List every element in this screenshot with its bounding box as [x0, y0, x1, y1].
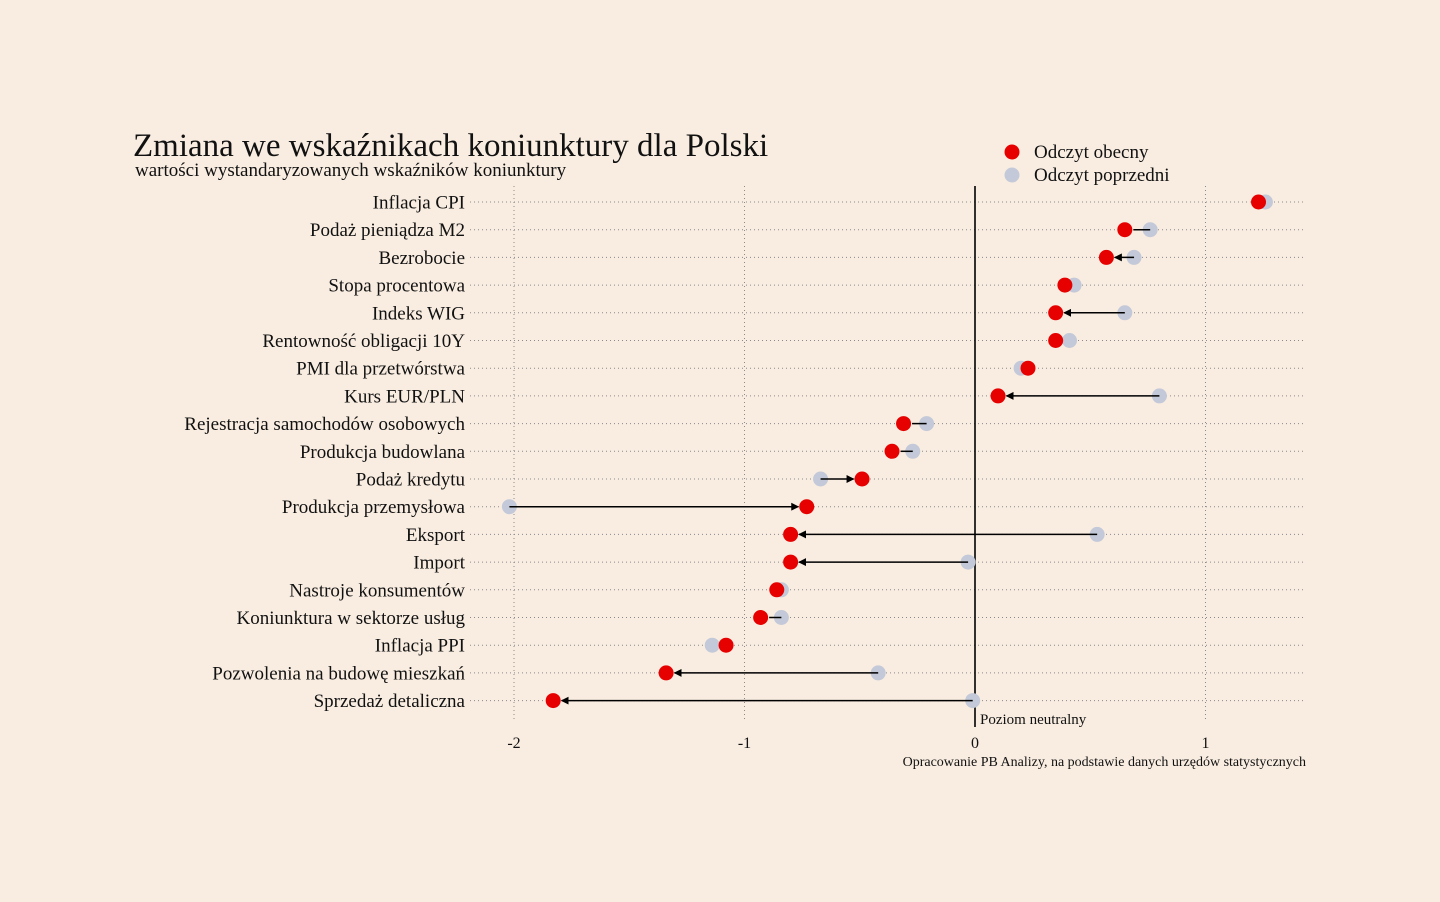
category-label: Produkcja przemysłowa	[282, 497, 466, 518]
category-labels: Inflacja CPI Podaż pieniądza M2 Bezrobocie…	[184, 193, 465, 713]
category-label: Inflacja PPI	[375, 636, 465, 657]
previous-dot	[704, 637, 720, 653]
current-dot	[1020, 360, 1036, 376]
category-label: Pozwolenia na budowę mieszkań	[212, 663, 465, 684]
data-row	[884, 443, 921, 459]
current-dot	[658, 665, 674, 681]
category-label: Nastroje konsumentów	[289, 580, 465, 601]
source-note: Opracowanie PB Analizy, na podstawie dan…	[903, 755, 1306, 770]
data-row	[545, 693, 981, 709]
data-row	[1251, 194, 1273, 210]
current-dot	[783, 526, 799, 542]
current-dot	[1048, 305, 1064, 321]
current-dot	[1251, 194, 1267, 210]
marks-layer	[501, 194, 1273, 709]
chart-subtitle: wartości wystandaryzowanych wskaźników k…	[135, 160, 567, 181]
data-row	[813, 471, 870, 487]
data-row	[1048, 333, 1078, 348]
previous-dot	[1062, 333, 1078, 348]
category-label: Podaż pieniądza M2	[310, 220, 465, 241]
data-row	[1117, 222, 1158, 238]
current-dot	[1098, 249, 1114, 265]
legend-previous-marker	[1004, 167, 1020, 183]
category-label: Import	[413, 553, 465, 574]
data-row	[1057, 277, 1082, 293]
legend-previous-label: Odczyt poprzedni	[1034, 165, 1170, 186]
current-dot	[718, 637, 734, 653]
category-label: Rejestracja samochodów osobowych	[184, 414, 465, 435]
x-tick-label: -1	[738, 735, 751, 752]
data-row	[769, 582, 789, 598]
neutral-level-label: Poziom neutralny	[980, 712, 1087, 728]
legend-current-label: Odczyt obecny	[1034, 142, 1149, 163]
data-row	[658, 665, 886, 681]
data-row	[896, 416, 935, 432]
category-label: Bezrobocie	[378, 248, 465, 269]
current-dot	[769, 582, 785, 598]
legend: Odczyt obecny Odczyt poprzedni	[1004, 142, 1170, 186]
category-label: Koniunktura w sektorze usług	[237, 608, 466, 629]
x-tick-label: 0	[971, 735, 979, 752]
x-axis-ticks: -2 -1 0 1	[507, 735, 1209, 752]
data-row	[783, 526, 1105, 542]
x-tick-label: 1	[1202, 735, 1210, 752]
current-dot	[896, 416, 912, 432]
current-dot	[783, 554, 799, 570]
category-label: PMI dla przetwórstwa	[296, 359, 465, 380]
chart-title: Zmiana we wskaźnikach koniunktury dla Po…	[133, 128, 768, 164]
x-tick-label: -2	[507, 735, 520, 752]
current-dot	[884, 443, 900, 459]
category-label: Inflacja CPI	[373, 193, 465, 214]
data-row	[1013, 360, 1036, 376]
category-label: Produkcja budowlana	[300, 442, 466, 463]
current-dot	[1057, 277, 1073, 293]
category-label: Sprzedaż detaliczna	[314, 691, 466, 712]
current-dot	[1117, 222, 1133, 238]
data-row	[783, 554, 976, 570]
category-label: Podaż kredytu	[356, 470, 466, 491]
data-row	[753, 610, 789, 625]
category-label: Kurs EUR/PLN	[344, 386, 465, 407]
category-label: Eksport	[406, 525, 466, 546]
legend-current-marker	[1004, 144, 1020, 160]
grid-layer	[470, 186, 1305, 727]
data-row	[501, 499, 815, 515]
data-row	[1098, 249, 1142, 265]
data-row	[990, 388, 1167, 404]
current-dot	[799, 499, 815, 515]
current-dot	[854, 471, 870, 487]
current-dot	[1048, 333, 1064, 348]
category-label: Stopa procentowa	[328, 276, 465, 297]
category-label: Indeks WIG	[372, 303, 465, 324]
category-label: Rentowność obligacji 10Y	[262, 331, 465, 352]
data-row	[1048, 305, 1133, 321]
current-dot	[753, 610, 769, 625]
current-dot	[545, 693, 561, 709]
current-dot	[990, 388, 1006, 404]
data-row	[704, 637, 734, 653]
